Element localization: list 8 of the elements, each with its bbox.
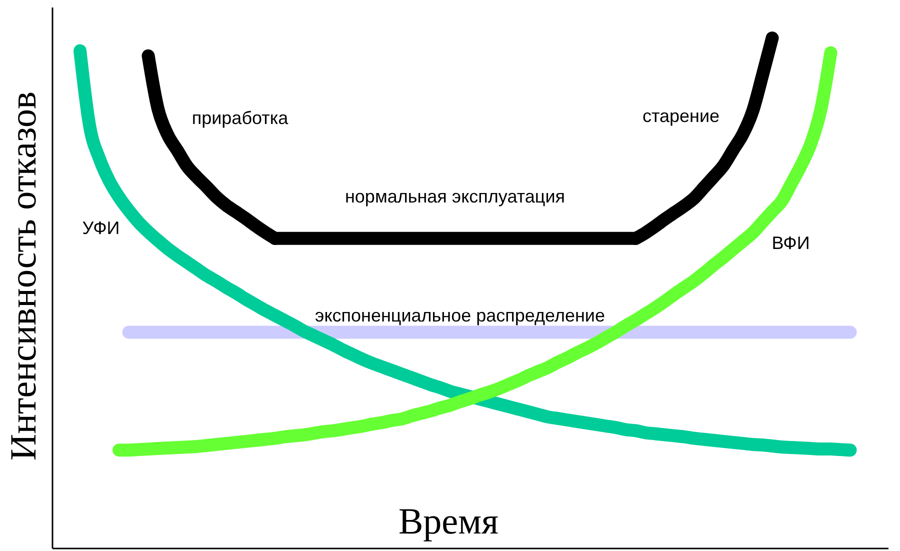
y-axis-title: Интенсивность отказов: [4, 92, 44, 460]
series-label: нормальная эксплуатация: [344, 186, 566, 206]
series-label: экспоненциальное распределение: [315, 305, 605, 326]
series-label: ВФИ: [772, 232, 810, 253]
series-label: приработка: [192, 108, 290, 128]
series-label: УФИ: [82, 218, 120, 238]
x-axis-title: Время: [398, 502, 499, 542]
series-label: старение: [642, 106, 720, 126]
